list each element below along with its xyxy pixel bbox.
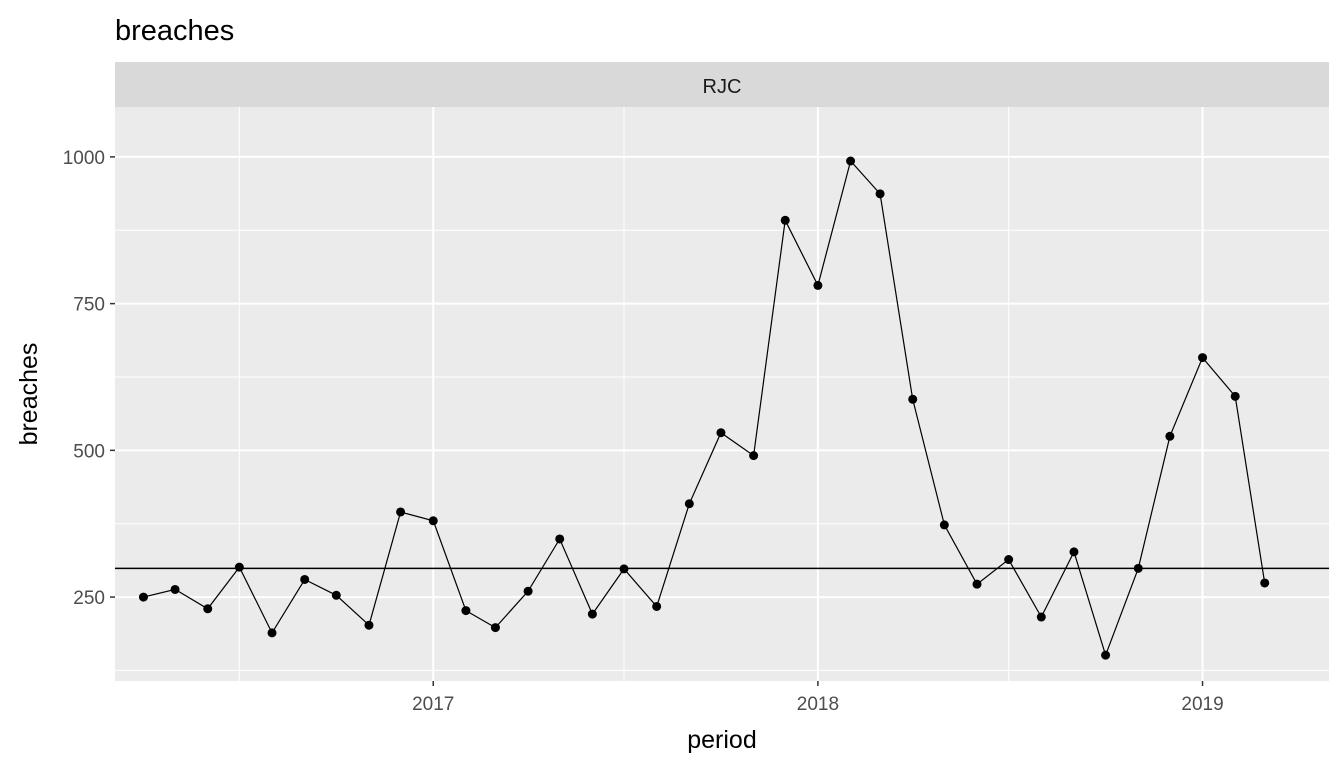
y-axis: 250 500 750 1000 bbox=[63, 148, 115, 609]
data-point bbox=[875, 189, 885, 199]
data-point bbox=[813, 280, 823, 290]
data-point bbox=[1004, 555, 1014, 565]
facet-strip bbox=[115, 62, 1329, 107]
major-gridlines bbox=[115, 107, 1329, 681]
data-point bbox=[587, 609, 597, 619]
data-point bbox=[1230, 391, 1240, 401]
facet-strip-label: RJC bbox=[703, 76, 742, 98]
data-point bbox=[428, 516, 438, 526]
series-line bbox=[143, 159, 1266, 658]
data-point bbox=[1133, 563, 1143, 573]
data-point bbox=[138, 592, 148, 602]
data-point bbox=[170, 584, 180, 594]
x-tick-label: 2019 bbox=[1181, 694, 1223, 715]
data-point bbox=[1101, 650, 1111, 660]
plot-panel bbox=[115, 107, 1329, 681]
data-point bbox=[619, 564, 629, 574]
data-point bbox=[234, 562, 244, 572]
chart-title: breaches bbox=[115, 15, 234, 47]
x-axis: 2017 2018 2019 bbox=[412, 681, 1224, 715]
y-tick-label: 1000 bbox=[63, 148, 105, 169]
minor-gridlines bbox=[115, 107, 1329, 681]
data-point bbox=[1260, 578, 1270, 588]
y-axis-title: breaches bbox=[15, 343, 43, 446]
data-point bbox=[684, 499, 694, 509]
data-point bbox=[749, 451, 759, 461]
data-point bbox=[1036, 612, 1046, 622]
data-point bbox=[461, 606, 471, 616]
x-tick-label: 2017 bbox=[412, 694, 454, 715]
data-point bbox=[652, 601, 662, 611]
y-tick-label: 500 bbox=[73, 441, 105, 462]
data-point bbox=[846, 156, 856, 166]
data-point bbox=[396, 507, 406, 517]
data-point bbox=[1165, 431, 1175, 441]
data-point bbox=[716, 428, 726, 438]
data-point bbox=[908, 394, 918, 404]
data-point bbox=[364, 620, 374, 630]
data-point bbox=[972, 579, 982, 589]
x-axis-title: period bbox=[687, 726, 757, 754]
data-point bbox=[1198, 353, 1208, 363]
data-point bbox=[300, 574, 310, 584]
y-tick-label: 750 bbox=[73, 295, 105, 316]
data-point bbox=[939, 520, 949, 530]
y-tick-label: 250 bbox=[73, 588, 105, 609]
data-point bbox=[523, 586, 533, 596]
data-point bbox=[490, 623, 500, 633]
data-point bbox=[267, 628, 277, 638]
data-point bbox=[203, 604, 213, 614]
data-point bbox=[331, 590, 341, 600]
data-layer bbox=[138, 156, 1270, 660]
data-point bbox=[780, 215, 790, 225]
x-tick-label: 2018 bbox=[797, 694, 839, 715]
data-point bbox=[1069, 547, 1079, 557]
data-point bbox=[555, 534, 565, 544]
